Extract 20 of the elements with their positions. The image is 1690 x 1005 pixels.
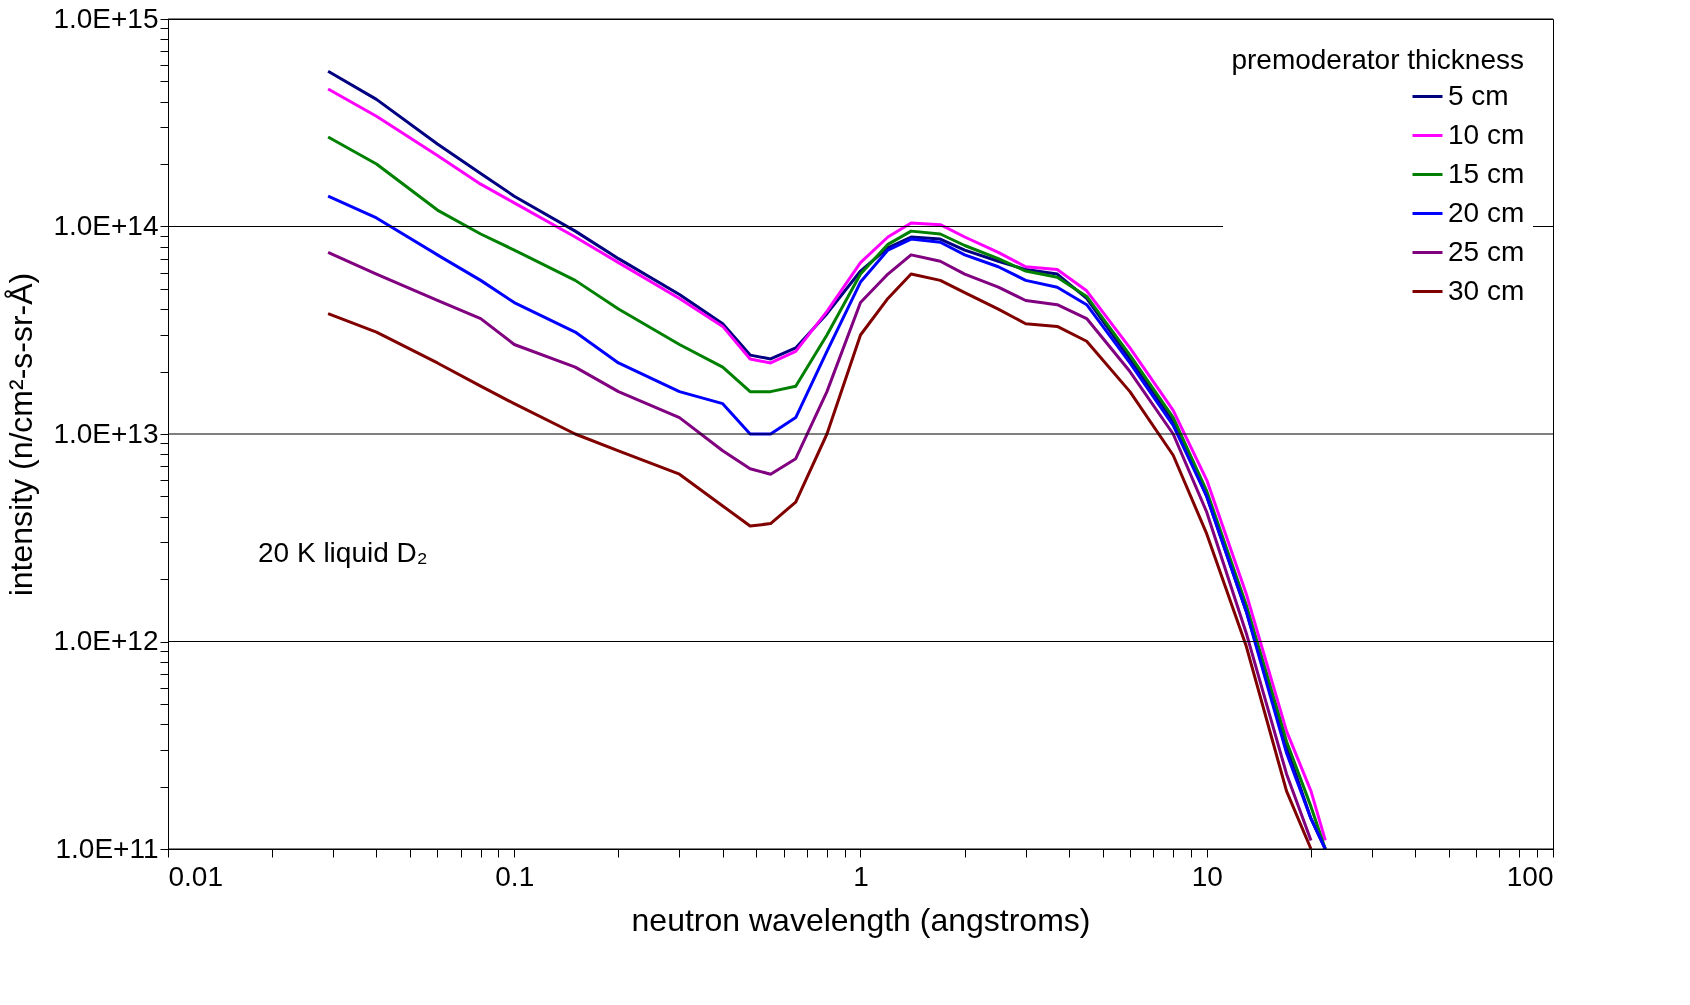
y-tick-label: 1.0E+12 xyxy=(53,625,159,656)
legend-label: 10 cm xyxy=(1448,118,1525,150)
x-tick-label: 10 xyxy=(1191,860,1223,892)
x-tick-label: 1 xyxy=(853,860,869,892)
y-tick-label: 1.0E+15 xyxy=(53,2,159,34)
y-tick-label: 1.0E+14 xyxy=(53,210,159,241)
y-tick-label: 1.0E+11 xyxy=(55,832,159,864)
y-axis-title: intensity (n/cm²-s-sr-Å) xyxy=(3,272,40,597)
legend-label: 5 cm xyxy=(1448,79,1509,111)
y-tick-label: 1.0E+13 xyxy=(53,417,159,449)
annotation: 20 K liquid D₂ xyxy=(258,537,428,568)
legend-label: 30 cm xyxy=(1448,274,1525,306)
legend-title: premoderator thickness xyxy=(1231,44,1524,75)
x-tick-label: 100 xyxy=(1506,860,1554,892)
legend-label: 15 cm xyxy=(1448,157,1525,189)
x-tick-label: 0.01 xyxy=(168,860,223,892)
x-axis-title: neutron wavelength (angstroms) xyxy=(631,901,1091,938)
legend-label: 25 cm xyxy=(1448,235,1525,267)
legend-label: 20 cm xyxy=(1448,196,1525,228)
x-tick-label: 0.1 xyxy=(495,860,535,892)
